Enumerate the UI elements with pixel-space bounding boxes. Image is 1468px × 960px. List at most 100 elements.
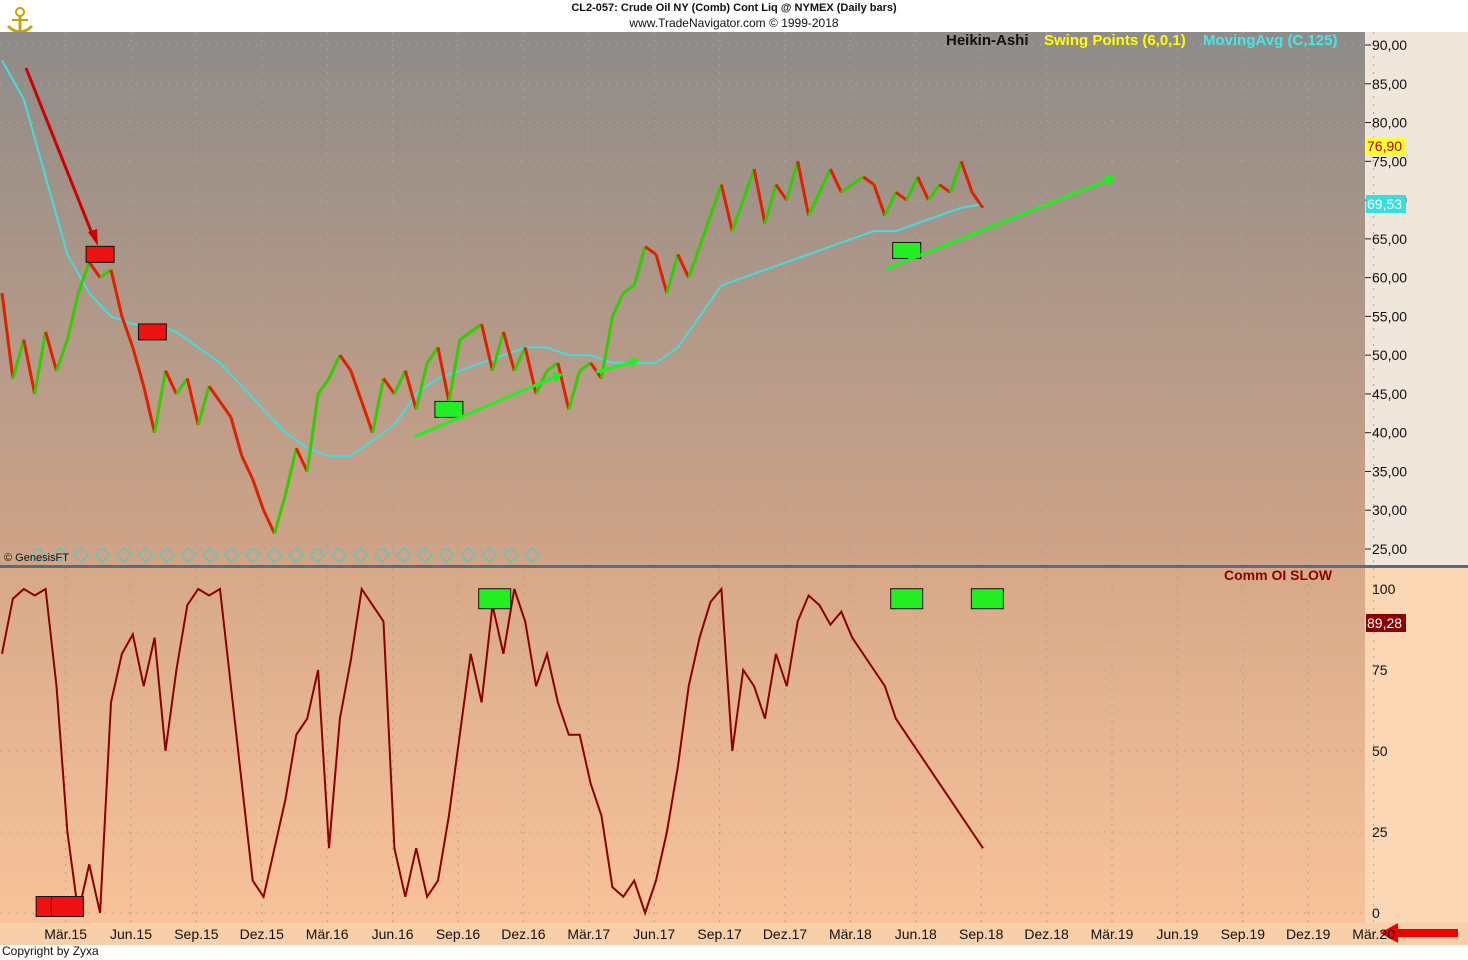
heikin-ashi-segment [414,362,429,410]
seasonal-diamond-icon [503,547,519,563]
legend-heikin-ashi: Heikin-Ashi [946,32,1029,49]
heikin-ashi-segment [578,361,592,372]
heikin-ashi-segment [796,161,811,216]
price-tick-label: 55,00 [1372,308,1407,324]
heikin-ashi-segment [436,347,451,402]
time-tick-label: Dez.15 [240,926,285,942]
heikin-ashi-segment [349,370,364,403]
seasonal-diamond-icon [245,547,261,563]
heikin-ashi-segment [164,370,178,395]
heikin-ashi-segment [316,377,331,395]
heikin-ashi-segment [120,315,135,348]
time-tick-label: Sep.18 [959,926,1004,942]
heikin-ashi-segment [752,168,767,224]
seasonal-diamond-icon [116,547,132,563]
heikin-ashi-segment [970,191,985,209]
downtrend-arrow [24,67,95,237]
seasonal-diamond-icon [137,547,154,563]
osc-tick-label: 75 [1372,662,1388,678]
price-tick-label: 65,00 [1372,231,1407,247]
seasonal-diamond-icon [374,547,390,563]
time-tick-label: Mär.17 [567,926,610,942]
seasonal-diamond-icon [524,547,541,563]
heikin-ashi-segment [382,377,396,395]
time-tick-label: Mär.20 [1352,926,1395,942]
copyright-text: Copyright by Zyxa [2,944,99,958]
seasonal-diamond-icon [438,547,455,563]
heikin-ashi-segment [698,215,712,248]
time-tick-label: Jun.17 [633,926,675,942]
seasonal-diamond-icon [417,547,433,563]
heikin-ashi-segment [175,377,189,395]
price-axis-panel [1365,32,1468,565]
heikin-ashi-segment [294,447,309,473]
heikin-ashi-segment [905,176,919,201]
legend-comm-oi-slow: Comm OI SLOW [1224,567,1333,583]
heikin-ashi-segment [55,339,69,372]
heikin-ashi-segment [207,385,222,403]
heikin-ashi-segment [840,183,854,194]
osc-swing-marker [890,588,924,610]
heikin-ashi-segment [774,183,789,201]
price-tick-label: 35,00 [1372,463,1407,479]
time-tick-label: Mär.15 [44,926,87,942]
heikin-ashi-segment [360,401,375,434]
heikin-ashi-segment [22,339,37,395]
heikin-ashi-segment [611,292,625,318]
price-tick-label: 75,00 [1372,153,1407,169]
price-tick-label: 80,00 [1372,115,1407,131]
heikin-ashi-segment [916,176,930,201]
time-tick-label: Sep.19 [1221,926,1266,942]
osc-value-badge-bg [1366,614,1406,632]
uptrend-arrow-2-head [630,357,640,367]
heikin-ashi-segment [262,509,276,535]
heikin-ashi-segment [829,168,843,193]
seasonal-diamond-icon [202,547,218,563]
heikin-ashi-segment [480,323,494,372]
heikin-ashi-segment [109,269,124,317]
seasonal-diamond-icon [180,547,197,563]
heikin-ashi-segment [153,370,167,433]
heikin-ashi-segment [763,184,778,224]
seasonal-diamond-icon [481,547,498,563]
heikin-ashi-segment [883,191,898,217]
time-tick-label: Mär.16 [306,926,349,942]
genesis-credit: © GenesisFT [4,552,69,564]
price-tick-label: 50,00 [1372,347,1407,363]
heikin-ashi-segment [741,168,756,201]
time-tick-label: Dez.17 [763,926,808,942]
heikin-ashi-segment [240,455,255,480]
uptrend-arrow-3 [885,178,1109,271]
last-close-badge: 76,90 [1367,138,1402,154]
time-axis-panel [0,923,1468,945]
heikin-ashi-segment [458,330,472,341]
time-tick-label: Jun.15 [110,926,152,942]
heikin-ashi-segment [600,316,614,379]
price-tick-label: 60,00 [1372,270,1407,286]
moving-average-badge-bg [1366,195,1406,213]
heikin-ashi-segment [218,400,233,419]
time-tick-label: Jun.19 [1156,926,1198,942]
heikin-ashi-segment [11,339,26,379]
heikin-ashi-segment [676,253,691,279]
heikin-ashi-segment [872,184,887,217]
heikin-ashi-segment [76,261,91,294]
legend-moving-avg: MovingAvg (C,125) [1203,32,1337,49]
price-swing-marker [137,323,167,341]
time-tick-label: Dez.16 [501,926,546,942]
heikin-ashi-segment [730,199,745,232]
heikin-ashi-segment [862,175,875,186]
heikin-ashi-segment [665,253,680,294]
oscillator-panel [0,568,1365,923]
heikin-ashi-segment [371,378,385,433]
time-tick-label: Mär.18 [829,926,872,942]
time-tick-label: Dez.19 [1286,926,1331,942]
heikin-ashi-segment [425,346,440,364]
uptrend-arrow-1 [413,375,556,439]
price-tick-label: 30,00 [1372,502,1407,518]
seasonal-diamond-icon [331,547,347,563]
heikin-ashi-segment [948,160,963,193]
heikin-ashi-segment [654,253,669,294]
price-tick-label: 45,00 [1372,386,1407,402]
heikin-ashi-segment [818,168,832,193]
